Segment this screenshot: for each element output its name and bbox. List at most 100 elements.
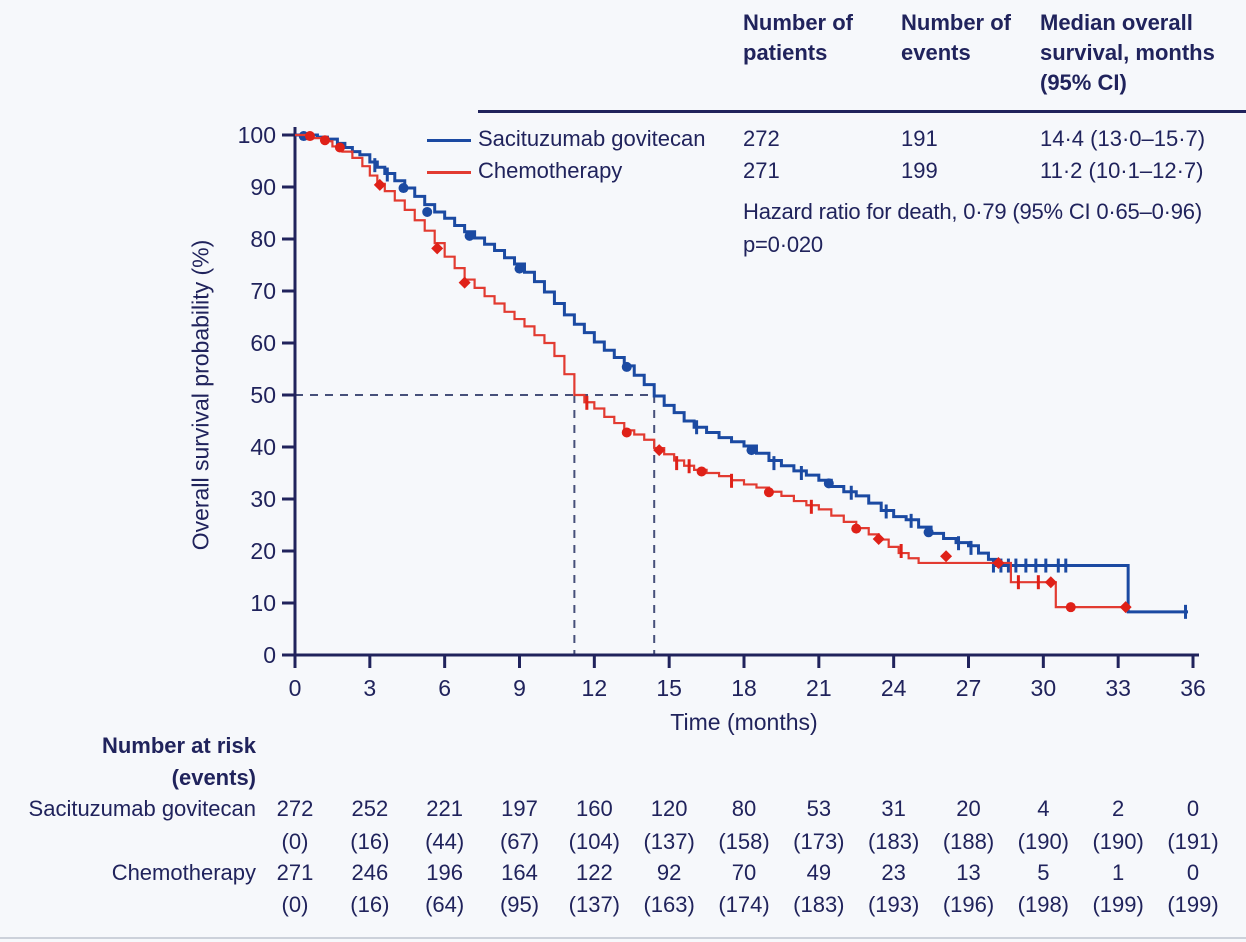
event-marker-diamond [992, 556, 1005, 569]
risk-cell: 120 [650, 796, 688, 821]
y-tick-label: 30 [250, 486, 276, 512]
y-tick-label: 50 [250, 382, 276, 408]
risk-cell: 31 [881, 796, 906, 821]
risk-cell: 70 [731, 860, 757, 885]
risk-cell: (137) [568, 892, 620, 917]
value-median-chemotherapy: 11·2 (10·1–12·7) [1040, 158, 1204, 183]
risk-cell: (198) [1017, 892, 1069, 917]
risk-cell: 4 [1037, 796, 1050, 821]
event-marker-dot [621, 427, 632, 438]
risk-cell: 196 [426, 860, 464, 885]
risk-cell: 1 [1112, 860, 1125, 885]
x-tick-label: 36 [1180, 675, 1206, 701]
event-marker-dot [1065, 602, 1076, 613]
y-tick-label: 80 [250, 226, 276, 252]
event-marker-dot [763, 487, 774, 498]
risk-cell: (16) [350, 829, 390, 854]
event-marker-dot [746, 445, 757, 456]
x-tick-label: 3 [363, 675, 376, 701]
event-marker-dot [823, 478, 834, 489]
risk-table-events-label: (events) [171, 765, 256, 790]
x-tick-label: 21 [806, 675, 832, 701]
value-patients-sacituzumab: 272 [743, 126, 780, 151]
risk-cell: 0 [1186, 860, 1200, 885]
risk-cell: 252 [351, 796, 389, 821]
figure-bottom-border [0, 937, 1246, 939]
x-tick-label: 9 [513, 675, 526, 701]
y-tick-label: 70 [250, 278, 276, 304]
risk-cell: (188) [942, 829, 995, 854]
x-tick-label: 24 [881, 675, 907, 701]
x-tick-label: 15 [656, 675, 682, 701]
risk-cell: (199) [1167, 892, 1219, 917]
risk-cell: (190) [1092, 829, 1144, 854]
event-marker-dot [464, 230, 475, 241]
risk-cell: (191) [1167, 829, 1219, 854]
risk-row-label-sacituzumab: Sacituzumab govitecan [28, 796, 256, 821]
risk-cell: (64) [425, 892, 465, 917]
risk-cell: (163) [643, 892, 695, 917]
risk-cell: (199) [1092, 892, 1144, 917]
event-marker-dot [304, 131, 315, 142]
event-marker-dot [851, 523, 862, 534]
risk-cell: (0) [281, 829, 309, 854]
event-marker-diamond [1119, 601, 1132, 614]
x-axis-label: Time (months) [670, 709, 818, 735]
risk-cell: (190) [1017, 829, 1069, 854]
event-marker-diamond [373, 178, 386, 191]
risk-cell: (44) [425, 829, 465, 854]
hazard-ratio-text: Hazard ratio for death, 0·79 (95% CI 0·6… [743, 199, 1202, 224]
summary-header-patients: Number of patients [743, 10, 853, 65]
event-marker-dot [422, 206, 433, 217]
x-tick-label: 18 [731, 675, 757, 701]
p-value-text: p=0·020 [743, 232, 823, 257]
x-tick-label: 0 [289, 675, 302, 701]
risk-cell: 160 [575, 796, 613, 821]
event-marker-dot [696, 466, 707, 477]
y-tick-label: 90 [250, 174, 276, 200]
risk-cell: (174) [718, 892, 770, 917]
legend-line-chemotherapy-icon [427, 171, 471, 174]
risk-cell: (137) [643, 829, 695, 854]
risk-cell: 246 [351, 860, 389, 885]
event-marker-dot [621, 361, 632, 372]
event-marker-diamond [431, 242, 444, 255]
event-marker-diamond [458, 276, 471, 289]
legend-label-sacituzumab: Sacituzumab govitecan [478, 126, 706, 151]
event-marker-dot [398, 183, 409, 194]
summary-divider [478, 110, 1246, 113]
event-marker-diamond [940, 550, 953, 563]
risk-cell: 164 [501, 860, 538, 885]
risk-cell: (104) [568, 829, 620, 854]
curve-sacituzumab-govitecan [295, 133, 1189, 614]
risk-cell: (193) [867, 892, 920, 917]
risk-cell: (183) [867, 829, 920, 854]
y-tick-label: 10 [250, 590, 276, 616]
y-tick-label: 40 [250, 434, 276, 460]
y-tick-label: 60 [250, 330, 276, 356]
risk-cell: 272 [276, 796, 314, 821]
risk-cell: 80 [731, 796, 757, 821]
risk-cell: 2 [1112, 796, 1125, 821]
risk-row-label-chemotherapy: Chemotherapy [111, 860, 256, 885]
value-patients-chemotherapy: 271 [743, 158, 780, 183]
event-marker-diamond [872, 533, 885, 546]
x-tick-label: 27 [956, 675, 982, 701]
x-tick-label: 6 [438, 675, 451, 701]
y-tick-label: 100 [238, 122, 276, 148]
value-median-sacituzumab: 14·4 (13·0–15·7) [1040, 126, 1206, 151]
value-events-sacituzumab: 191 [901, 126, 938, 151]
risk-cell: 122 [575, 860, 613, 885]
risk-cell: (16) [350, 892, 390, 917]
risk-cell: (183) [793, 892, 845, 917]
event-marker-diamond [1044, 576, 1057, 589]
curve-chemotherapy [295, 133, 1126, 609]
risk-cell: (95) [499, 892, 540, 917]
risk-cell: 197 [501, 796, 538, 821]
risk-cell: (158) [718, 829, 770, 854]
risk-cell: 53 [806, 796, 832, 821]
risk-cell: 0 [1186, 796, 1200, 821]
y-tick-label: 0 [263, 642, 276, 668]
